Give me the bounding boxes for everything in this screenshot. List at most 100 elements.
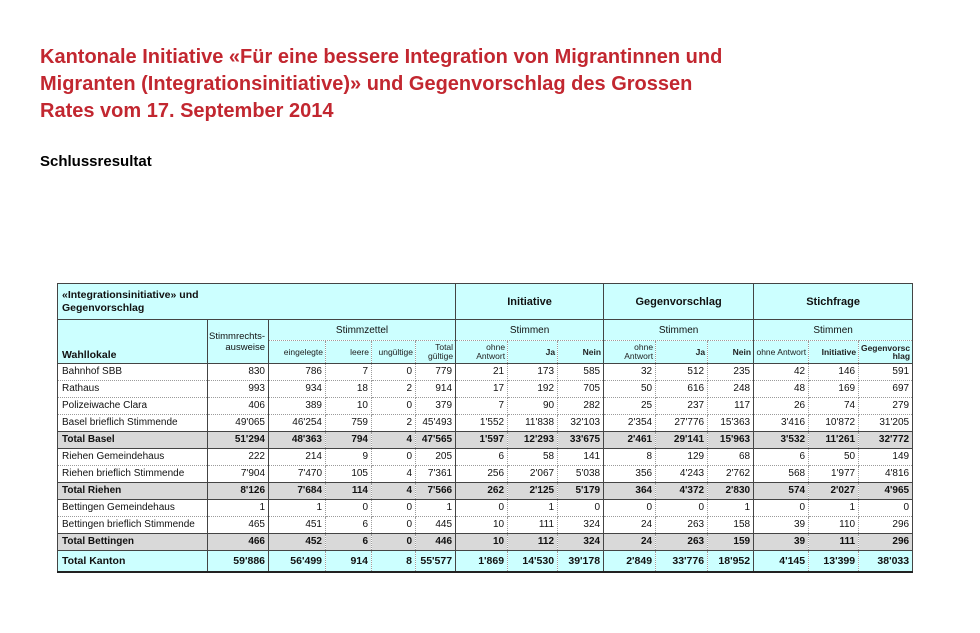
wahllokal-label-cell: Total Bettingen (57, 533, 208, 551)
value-cell: 2'830 (707, 482, 755, 500)
col-header-gegenvorschlag-nein: Nein (707, 340, 755, 364)
value-cell: 17 (455, 380, 509, 398)
value-cell: 2'849 (603, 550, 657, 572)
value-cell: 110 (808, 516, 860, 534)
gegenvorschlag-stimmen-header: Stimmen (603, 319, 755, 341)
value-cell: 1'597 (455, 431, 509, 449)
wahllokal-label-cell: Total Riehen (57, 482, 208, 500)
initiative-group-header: Initiative (455, 283, 605, 320)
col-header-eingelegte: eingelegte (268, 340, 326, 364)
value-cell: 59'886 (207, 550, 269, 572)
value-cell: 149 (858, 448, 913, 466)
value-cell: 705 (557, 380, 605, 398)
value-cell: 48 (753, 380, 810, 398)
value-cell: 169 (808, 380, 860, 398)
value-cell: 0 (371, 363, 416, 381)
wahllokal-label-cell: Bahnhof SBB (57, 363, 208, 381)
value-cell: 568 (753, 465, 810, 483)
value-cell: 18 (325, 380, 372, 398)
value-cell: 2'762 (707, 465, 755, 483)
value-cell: 0 (557, 499, 605, 517)
value-cell: 759 (325, 414, 372, 432)
value-cell: 39 (753, 516, 810, 534)
value-cell: 0 (858, 499, 913, 517)
value-cell: 5'038 (557, 465, 605, 483)
value-cell: 465 (207, 516, 269, 534)
value-cell: 235 (707, 363, 755, 381)
value-cell: 914 (325, 550, 372, 572)
value-cell: 10 (455, 533, 509, 551)
value-cell: 296 (858, 533, 913, 551)
stichfrage-group-header: Stichfrage (753, 283, 913, 320)
value-cell: 1 (707, 499, 755, 517)
value-cell: 8'126 (207, 482, 269, 500)
value-cell: 6 (325, 516, 372, 534)
value-cell: 7'904 (207, 465, 269, 483)
value-cell: 779 (415, 363, 457, 381)
value-cell: 7'566 (415, 482, 457, 500)
value-cell: 4'243 (655, 465, 709, 483)
wahllokal-label-cell: Basel brieflich Stimmende (57, 414, 208, 432)
page-title-line-2: Migranten (Integrationsinitiative)» und … (40, 73, 693, 95)
value-cell: 32'103 (557, 414, 605, 432)
value-cell: 3'416 (753, 414, 810, 432)
table-row: Polizeiwache Clara 406 389 10 0 379 7 90 282 25 23… (57, 397, 913, 415)
wahllokal-label-cell: Total Basel (57, 431, 208, 449)
value-cell: 158 (707, 516, 755, 534)
value-cell: 173 (507, 363, 559, 381)
results-table-container: «Integrationsinitiative» und Gegenvorsch… (57, 283, 914, 573)
wahllokale-column-header: Wahllokale (57, 319, 208, 364)
value-cell: 616 (655, 380, 709, 398)
value-cell: 993 (207, 380, 269, 398)
value-cell: 146 (808, 363, 860, 381)
corner-header-cell: «Integrationsinitiative» und Gegenvorsch… (57, 283, 457, 320)
value-cell: 0 (325, 499, 372, 517)
table-row: Rathaus 993 934 18 2 914 17 192 705 50 616 248 48 169… (57, 380, 913, 398)
value-cell: 18'952 (707, 550, 755, 572)
value-cell: 379 (415, 397, 457, 415)
value-cell: 279 (858, 397, 913, 415)
col-header-total-gueltige: Total gültige (415, 340, 457, 364)
value-cell: 256 (455, 465, 509, 483)
value-cell: 786 (268, 363, 326, 381)
value-cell: 13'399 (808, 550, 860, 572)
value-cell: 830 (207, 363, 269, 381)
value-cell: 111 (507, 516, 559, 534)
value-cell: 6 (325, 533, 372, 551)
stimmrechts-line-2: ausweise (225, 341, 265, 353)
value-cell: 50 (808, 448, 860, 466)
col-header-gegenvorschlag-ja: Ja (655, 340, 709, 364)
value-cell: 49'065 (207, 414, 269, 432)
col-header-gegenvorschlag-ohne-antwort: ohne Antwort (603, 340, 657, 364)
value-cell: 446 (415, 533, 457, 551)
page-title-line-1: Kantonale Initiative «Für eine bessere I… (40, 46, 723, 68)
page-title-line-3: Rates vom 17. September 2014 (40, 100, 334, 122)
value-cell: 1 (268, 499, 326, 517)
stimmrechts-line-1: Stimmrechts- (209, 330, 265, 342)
value-cell: 2'067 (507, 465, 559, 483)
value-cell: 296 (858, 516, 913, 534)
table-total-row: Total Bettingen 466 452 6 0 446 10 112 324 24 263 1… (57, 533, 913, 551)
value-cell: 1'869 (455, 550, 509, 572)
value-cell: 68 (707, 448, 755, 466)
value-cell: 324 (557, 516, 605, 534)
col-header-stichfrage-gegenvorschlag: Gegenvorschlag (858, 340, 913, 364)
value-cell: 32 (603, 363, 657, 381)
value-cell: 7'361 (415, 465, 457, 483)
value-cell: 39 (753, 533, 810, 551)
value-cell: 0 (371, 499, 416, 517)
value-cell: 2'125 (507, 482, 559, 500)
value-cell: 0 (655, 499, 709, 517)
value-cell: 214 (268, 448, 326, 466)
results-table-header: «Integrationsinitiative» und Gegenvorsch… (57, 283, 914, 364)
value-cell: 141 (557, 448, 605, 466)
value-cell: 389 (268, 397, 326, 415)
value-cell: 574 (753, 482, 810, 500)
value-cell: 466 (207, 533, 269, 551)
value-cell: 39'178 (557, 550, 605, 572)
value-cell: 0 (371, 448, 416, 466)
value-cell: 4 (371, 465, 416, 483)
value-cell: 6 (455, 448, 509, 466)
value-cell: 5'179 (557, 482, 605, 500)
value-cell: 56'499 (268, 550, 326, 572)
